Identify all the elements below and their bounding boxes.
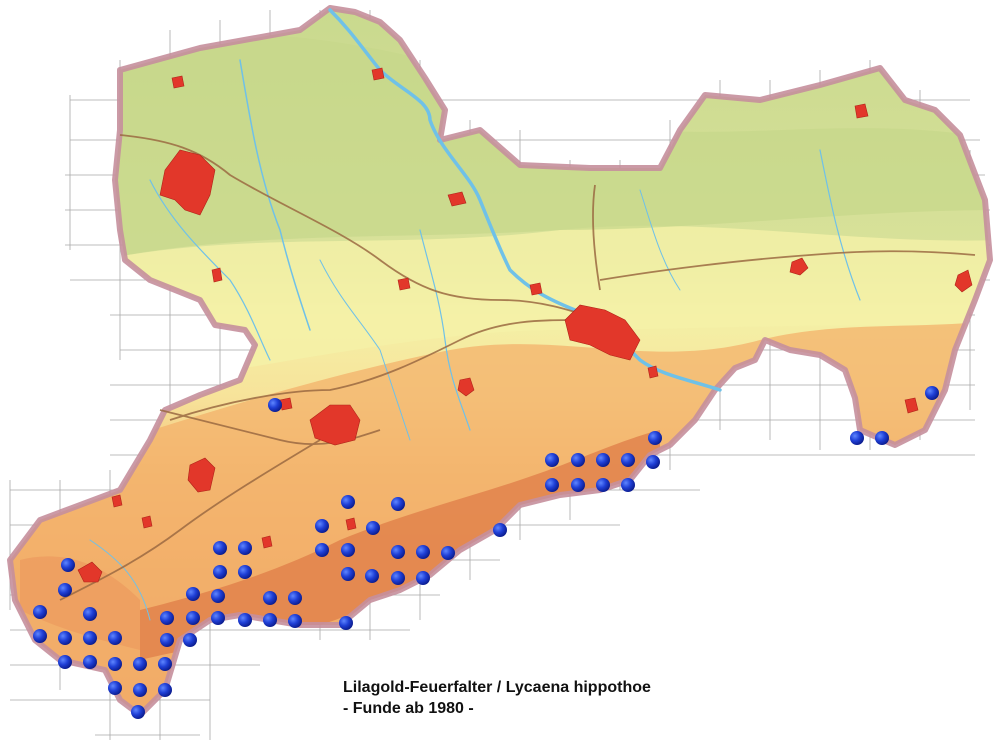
record-dot xyxy=(416,545,430,559)
record-dot xyxy=(315,519,329,533)
record-dot xyxy=(571,478,585,492)
record-markers xyxy=(33,386,939,719)
record-dot xyxy=(160,611,174,625)
city-reichenbach xyxy=(141,515,153,529)
city-meissen xyxy=(529,282,543,296)
city-torgau xyxy=(371,67,385,81)
record-dot xyxy=(186,587,200,601)
record-dot xyxy=(213,565,227,579)
record-dot xyxy=(58,583,72,597)
record-dot xyxy=(108,681,122,695)
record-dot xyxy=(341,495,355,509)
city-wurzen xyxy=(211,267,223,283)
city-hoyerswerda xyxy=(854,103,869,119)
record-dot xyxy=(341,567,355,581)
city-annaberg xyxy=(345,517,357,531)
record-dot xyxy=(875,431,889,445)
city-chemnitz xyxy=(309,404,361,446)
record-dot xyxy=(441,546,455,560)
record-dot xyxy=(213,541,227,555)
record-dot xyxy=(648,431,662,445)
record-dot xyxy=(133,683,147,697)
record-dot xyxy=(83,607,97,621)
record-dot xyxy=(596,453,610,467)
record-dot xyxy=(341,543,355,557)
cities xyxy=(77,67,973,583)
record-dot xyxy=(391,497,405,511)
record-dot xyxy=(186,611,200,625)
record-dot xyxy=(158,683,172,697)
record-dot xyxy=(268,398,282,412)
rivers xyxy=(89,8,861,621)
record-dot xyxy=(131,705,145,719)
record-dot xyxy=(925,386,939,400)
record-dot xyxy=(33,605,47,619)
record-dot xyxy=(339,616,353,630)
city-bautzen xyxy=(789,257,809,276)
record-dot xyxy=(545,453,559,467)
city-dresden xyxy=(564,304,641,361)
record-dot xyxy=(596,478,610,492)
record-dot xyxy=(571,453,585,467)
city-oelsnitz xyxy=(111,494,123,508)
record-dot xyxy=(108,657,122,671)
record-dot xyxy=(211,589,225,603)
city-aue xyxy=(261,535,273,549)
record-dot xyxy=(263,591,277,605)
state-area xyxy=(0,8,1000,749)
record-dot xyxy=(850,431,864,445)
record-dot xyxy=(366,521,380,535)
record-dot xyxy=(416,571,430,585)
city-leipzig xyxy=(159,149,216,216)
record-dot xyxy=(288,614,302,628)
record-dot xyxy=(83,631,97,645)
record-dot xyxy=(315,543,329,557)
city-freiberg xyxy=(457,377,475,397)
record-dot xyxy=(391,545,405,559)
city-doebeln xyxy=(397,277,411,291)
record-dot xyxy=(365,569,379,583)
record-dot xyxy=(493,523,507,537)
record-dot xyxy=(108,631,122,645)
city-goerlitz xyxy=(954,269,973,293)
city-riesa xyxy=(447,191,467,207)
record-dot xyxy=(621,453,635,467)
record-dot xyxy=(646,455,660,469)
record-dot xyxy=(133,657,147,671)
record-dot xyxy=(238,565,252,579)
map-title: Lilagold-Feuerfalter / Lycaena hippothoe xyxy=(343,679,651,696)
map-subtitle: - Funde ab 1980 - xyxy=(343,700,474,717)
record-dot xyxy=(288,591,302,605)
record-dot xyxy=(211,611,225,625)
record-dot xyxy=(33,629,47,643)
city-pirna xyxy=(647,365,659,379)
record-dot xyxy=(83,655,97,669)
city-plauen xyxy=(77,561,103,583)
roads xyxy=(59,134,976,601)
record-dot xyxy=(58,655,72,669)
city-zittau xyxy=(904,397,919,414)
record-dot xyxy=(263,613,277,627)
record-dot xyxy=(238,541,252,555)
record-dot xyxy=(160,633,174,647)
record-dot xyxy=(58,631,72,645)
record-dot xyxy=(621,478,635,492)
record-dot xyxy=(238,613,252,627)
city-zwickau xyxy=(187,457,216,493)
record-dot xyxy=(391,571,405,585)
record-dot xyxy=(158,657,172,671)
map-caption: Lilagold-Feuerfalter / Lycaena hippothoe… xyxy=(343,677,651,719)
record-dot xyxy=(183,633,197,647)
city-eilenburg xyxy=(171,75,185,89)
record-dot xyxy=(61,558,75,572)
record-dot xyxy=(545,478,559,492)
